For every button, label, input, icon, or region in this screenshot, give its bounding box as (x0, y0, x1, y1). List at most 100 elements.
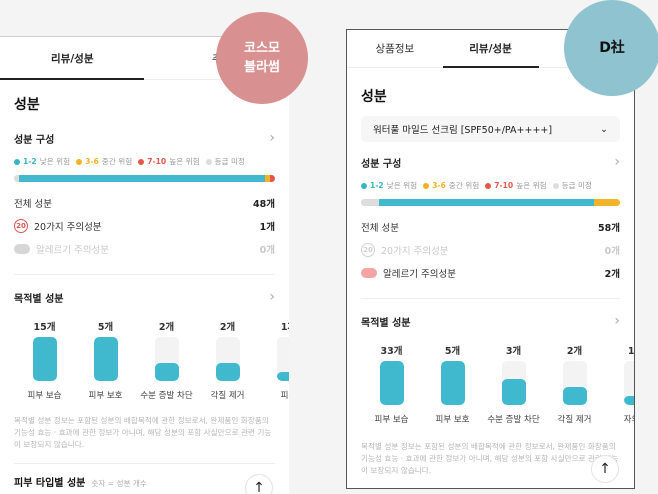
legend-dot-icon (361, 182, 367, 189)
purpose-count: 3개 (505, 346, 522, 357)
tab-review-ingredients[interactable]: 리뷰/성분 (469, 43, 512, 55)
legend-label: 낮은 위험 (39, 157, 71, 166)
purpose-label: 각질 제거 (557, 415, 592, 425)
legend-dot-icon (205, 158, 212, 165)
allergy-row[interactable]: 알레르기 주의성분 0개 (0, 242, 289, 256)
purpose-bar-track (623, 361, 634, 405)
arrow-up-icon: ↑ (599, 461, 611, 477)
total-label: 전체 성분 (14, 199, 52, 210)
active-tab-underline (0, 78, 144, 80)
purpose-count: 5개 (97, 322, 114, 333)
tab-bar: 상품정보 리뷰/성분 (347, 30, 634, 68)
bar-segment-medium (594, 199, 620, 206)
legend-range: 3-6 (432, 181, 446, 190)
caution20-value: 0개 (604, 246, 620, 257)
tab-review-ingredients[interactable]: 리뷰/성분 (51, 52, 94, 65)
allergy-label: 알레르기 주의성분 (383, 269, 456, 280)
purpose-bar-item[interactable]: 33개 피부 보습 (361, 343, 422, 425)
legend-dot-icon (552, 182, 559, 189)
caution20-row[interactable]: 20 20가지 주의성분 1개 (0, 219, 289, 233)
purpose-header[interactable]: 목적별 성분 › (0, 289, 289, 305)
badge-label: D社 (599, 39, 625, 56)
legend-item: 1-2 낮은 위험 (361, 180, 417, 191)
purpose-bar-track (440, 361, 465, 405)
legend-label: 등급 미정 (561, 181, 592, 190)
legend-label: 중간 위험 (101, 157, 133, 166)
purpose-bar-fill (440, 361, 465, 405)
purpose-bar-track (93, 337, 118, 381)
purpose-label: 수분 증발 차단 (487, 415, 540, 425)
legend-item: 7-10 높은 위험 (485, 180, 547, 191)
risk-legend: 1-2 낮은 위험 3-6 중간 위험 7-10 높은 위험 등급 미정 (347, 180, 634, 191)
divider (14, 274, 275, 275)
caution20-value: 1개 (259, 222, 275, 233)
purpose-label: 수분 증발 차단 (140, 391, 193, 401)
purpose-bar-track (562, 361, 587, 405)
legend-label: 낮은 위험 (386, 181, 418, 190)
legend-dot-icon (14, 158, 20, 165)
chevron-right-icon[interactable]: › (269, 130, 275, 146)
caution20-label: 20가지 주의성분 (34, 222, 102, 233)
legend-item: 7-10 높은 위험 (138, 156, 200, 167)
chevron-right-icon[interactable]: › (614, 313, 620, 329)
total-value: 48개 (253, 199, 275, 210)
purpose-label: 자외선 (623, 415, 634, 425)
allergy-value: 0개 (259, 245, 275, 256)
purpose-count: 5개 (444, 346, 461, 357)
purpose-bar-item[interactable]: 2개 각질 제거 (197, 319, 258, 401)
purpose-label: 피부 보습 (27, 391, 62, 401)
legend-label: 중간 위험 (448, 181, 480, 190)
purpose-label: 피부 보호 (435, 415, 470, 425)
legend-dot-icon (423, 182, 430, 189)
dropdown-value: 워터풀 마일드 선크림 [SPF50+/PA++++] (373, 125, 553, 136)
allergy-row[interactable]: 알레르기 주의성분 2개 (347, 266, 634, 280)
purpose-count: 15개 (33, 322, 56, 333)
composition-title: 성분 구성 (361, 158, 402, 170)
bar-segment-undetermined (14, 175, 20, 182)
product-variant-dropdown[interactable]: 워터풀 마일드 선크림 [SPF50+/PA++++] ⌄ (361, 116, 620, 142)
scroll-to-top-button[interactable]: ↑ (591, 455, 619, 483)
composition-bar (14, 175, 275, 182)
bar-segment-low (379, 199, 595, 206)
bar-segment-undetermined (361, 199, 380, 206)
purpose-bar-fill (154, 363, 179, 381)
scroll-to-top-button[interactable]: ↑ (245, 474, 273, 494)
caution20-label: 20가지 주의성분 (381, 246, 449, 257)
total-label: 전체 성분 (361, 223, 399, 234)
chevron-right-icon[interactable]: › (269, 289, 275, 305)
active-tab-underline (443, 66, 539, 68)
purpose-bar-item[interactable]: 1개자외선 (605, 343, 634, 425)
composition-header[interactable]: 성분 구성 › (347, 154, 634, 170)
purpose-count: 2개 (219, 322, 236, 333)
skin-type-header[interactable]: 피부 타입별 성분 숫자 = 성분 개수 (0, 474, 289, 489)
divider (14, 463, 275, 464)
chevron-down-icon: ⌄ (600, 123, 608, 135)
purpose-bar-fill (562, 387, 587, 405)
composition-header[interactable]: 성분 구성 › (0, 130, 289, 146)
legend-item: 등급 미정 (552, 180, 592, 191)
skin-type-note: 숫자 = 성분 개수 (91, 479, 147, 488)
purpose-bar-item[interactable]: 1개피부 (258, 319, 289, 401)
legend-label: 높은 위험 (516, 181, 547, 190)
purpose-count: 1개 (280, 322, 289, 333)
composition-title: 성분 구성 (14, 134, 55, 146)
purpose-bar-track (501, 361, 526, 405)
purpose-count: 2개 (158, 322, 175, 333)
composition-bar (361, 199, 620, 206)
purpose-header[interactable]: 목적별 성분 › (347, 313, 634, 329)
total-ingredients-row: 전체 성분 58개 (347, 220, 634, 234)
right-product-panel: 상품정보 리뷰/성분 성분 워터풀 마일드 선크림 [SPF50+/PA++++… (346, 29, 635, 489)
purpose-bar-track (276, 337, 289, 381)
caution20-row[interactable]: 20 20가지 주의성분 0개 (347, 243, 634, 257)
tab-product-info[interactable]: 상품정보 (375, 43, 415, 55)
chevron-right-icon[interactable]: › (614, 154, 620, 170)
purpose-bar-item[interactable]: 5개 피부 보호 (75, 319, 136, 401)
purpose-bar-item[interactable]: 2개 각질 제거 (544, 343, 605, 425)
bar-segment-low (19, 175, 265, 182)
allergy-icon (14, 244, 30, 254)
